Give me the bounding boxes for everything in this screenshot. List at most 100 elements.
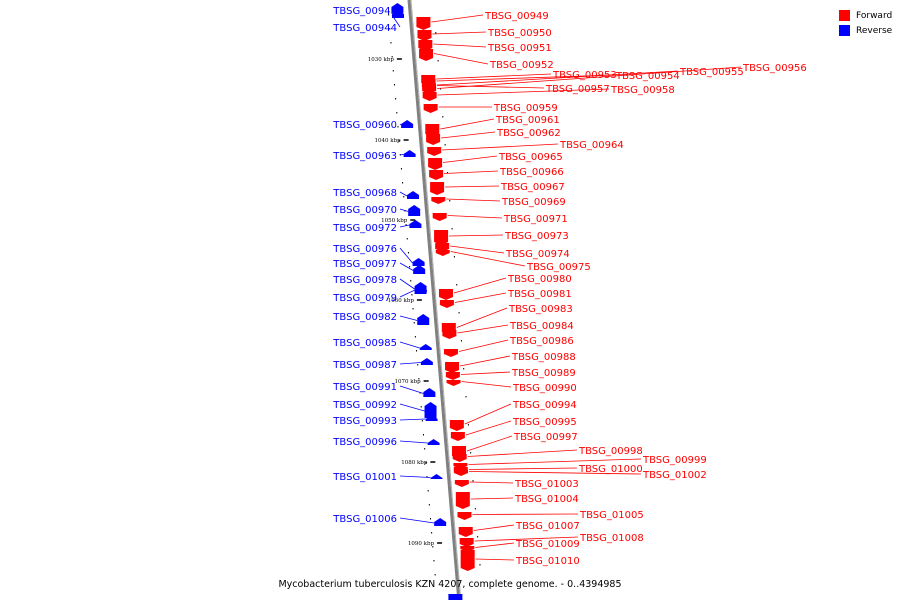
track-dot [439,88,441,90]
reverse-gene-feature [401,120,414,128]
forward-gene-label: TBSG_01007 [515,521,580,532]
track-dot [453,256,455,258]
track-dot [412,308,414,310]
reverse-gene-label: TBSG_00987 [332,360,397,371]
forward-gene-label: TBSG_00983 [508,304,573,315]
track-dot [465,396,467,398]
forward-gene-leader [444,170,499,174]
track-dot [400,168,402,170]
reverse-gene-label: TBSG_00982 [332,312,397,323]
reverse-gene-leader [399,418,426,421]
forward-gene-label: TBSG_00994 [512,400,577,411]
track-dot [433,560,435,562]
reverse-gene-leader [399,191,408,197]
forward-gene-label: TBSG_00967 [500,182,565,193]
track-dot [425,462,427,464]
track-dot [417,364,419,366]
forward-gene-label: TBSG_00995 [512,417,577,428]
reverse-gene-feature [448,594,463,600]
forward-gene-label: TBSG_00951 [487,43,552,54]
forward-gene-leader [433,53,489,65]
forward-gene-leader [440,118,495,130]
forward-gene-leader [436,73,552,80]
forward-gene-leader [442,143,559,151]
reverse-gene-label: TBSG_00992 [332,400,397,411]
track-dot [395,98,397,100]
track-dot [402,182,404,184]
track-dot [403,196,405,198]
reverse-gene-leader [399,341,420,349]
reverse-gene-feature [434,518,447,526]
reverse-gene-leader [399,154,404,156]
reverse-gene-leader [399,289,416,298]
reverse-gene-leader [391,14,401,28]
reverse-gene-feature [417,314,430,325]
reverse-gene-label: TBSG_00979 [332,293,397,304]
forward-gene-leader [450,251,526,267]
tick-label: 1060 kbp [388,298,415,304]
reverse-gene-label: TBSG_00978 [332,275,397,286]
track-dot [418,378,420,380]
reverse-gene-label: TBSG_00993 [332,416,397,427]
reverse-gene-feature [424,402,437,418]
reverse-gene-label: TBSG_00985 [332,338,397,349]
forward-gene-leader [464,403,512,425]
forward-gene-leader [436,85,545,89]
forward-gene-leader [437,88,610,96]
tick-label: 1040 kbp [374,138,401,144]
forward-gene-feature [421,84,436,90]
legend-forward-label: Forward [856,10,893,21]
forward-gene-feature [425,124,440,137]
forward-gene-leader [436,74,615,82]
reverse-gene-leader [399,262,414,271]
reverse-gene-feature [391,3,404,13]
forward-gene-feature [426,134,441,145]
reverse-gene-feature [420,358,433,365]
reverse-gene-leader [399,315,418,321]
forward-gene-label: TBSG_00974 [505,249,570,260]
reverse-gene-feature [409,220,422,228]
forward-gene-label: TBSG_00990 [512,383,577,394]
legend-reverse-swatch [839,25,850,36]
track-dot [451,228,453,230]
forward-gene-feature [416,17,431,30]
reverse-gene-label: TBSG_01006 [332,514,397,525]
forward-gene-leader [469,481,514,484]
forward-gene-label: TBSG_01010 [515,556,580,567]
forward-gene-label: TBSG_00961 [495,115,560,126]
track-dot [477,536,479,538]
track-dot [393,84,395,86]
tick-label: 1070 kbp [394,379,421,385]
forward-gene-label: TBSG_01008 [579,533,644,544]
forward-gene-label: TBSG_00954 [615,71,680,82]
forward-gene-feature [419,49,434,61]
forward-gene-leader [454,292,507,303]
reverse-gene-feature [403,150,416,157]
forward-gene-feature [430,182,445,195]
forward-gene-label: TBSG_00997 [513,432,578,443]
forward-gene-feature [429,170,444,180]
forward-gene-leader [443,155,498,163]
forward-gene-label: TBSG_01004 [514,494,579,505]
forward-gene-feature [434,230,449,245]
track-dot [406,238,408,240]
reverse-gene-leader [399,208,409,212]
forward-gene-leader [474,536,579,542]
forward-gene-label: TBSG_00959 [493,103,558,114]
forward-gene-feature [435,250,450,256]
reverse-gene-leader [391,8,401,11]
reverse-gene-leader [399,362,421,365]
track-dot [456,284,458,286]
track-dot [437,60,439,62]
track-dot [442,116,444,118]
forward-gene-leader [475,558,515,561]
forward-gene-feature [452,454,467,462]
forward-gene-label: TBSG_00984 [509,321,574,332]
reverse-gene-feature [430,474,443,479]
forward-gene-label: TBSG_00971 [503,214,568,225]
reverse-gene-leader [399,247,413,264]
track-dot [431,532,433,534]
track-dot [472,480,474,482]
